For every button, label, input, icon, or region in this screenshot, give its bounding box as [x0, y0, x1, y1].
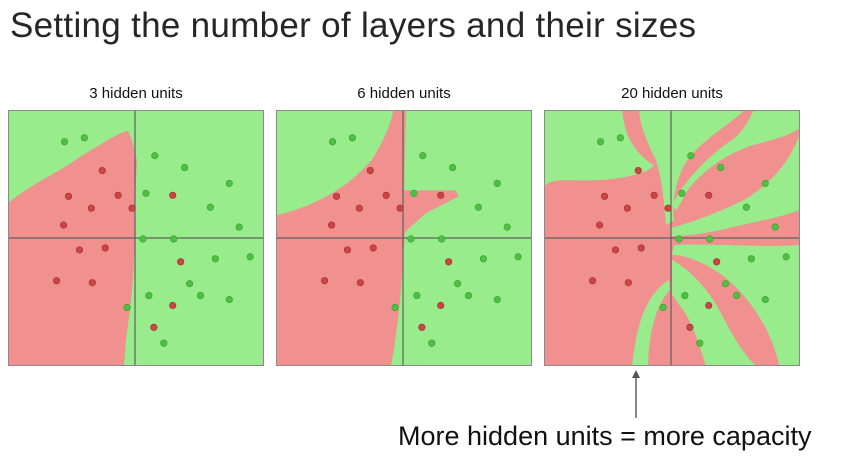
red-points [321, 166, 453, 331]
decision-plot-3-units [9, 111, 263, 365]
green-points [328, 134, 522, 347]
green-region-top-right [672, 111, 799, 211]
green-region-bottom-left [632, 279, 671, 365]
green-region-bottom-middle [672, 259, 756, 365]
decision-boundary-3-units [8, 110, 264, 366]
green-points [596, 134, 790, 347]
decision-boundary-20-units [544, 110, 800, 366]
panel-title-6-units: 6 hidden units [357, 85, 451, 102]
red-points [53, 166, 185, 331]
green-region-top-middle [639, 111, 744, 226]
decision-boundary-6-units [276, 110, 532, 366]
panel-title-3-units: 3 hidden units [89, 85, 183, 102]
decision-plot-6-units [277, 111, 531, 365]
up-arrow-icon [630, 370, 642, 418]
green-region-top-left [545, 111, 655, 186]
decision-plot-20-units [545, 111, 799, 365]
red-region [9, 130, 137, 365]
green-region-right-lower [672, 244, 799, 365]
panel-title-20-units: 20 hidden units [621, 85, 723, 102]
capacity-caption: More hidden units = more capacity [398, 421, 812, 451]
red-points [589, 166, 721, 331]
green-points [60, 134, 254, 347]
slide-title: Setting the number of layers and their s… [10, 6, 697, 45]
green-region-right-band [670, 135, 799, 237]
